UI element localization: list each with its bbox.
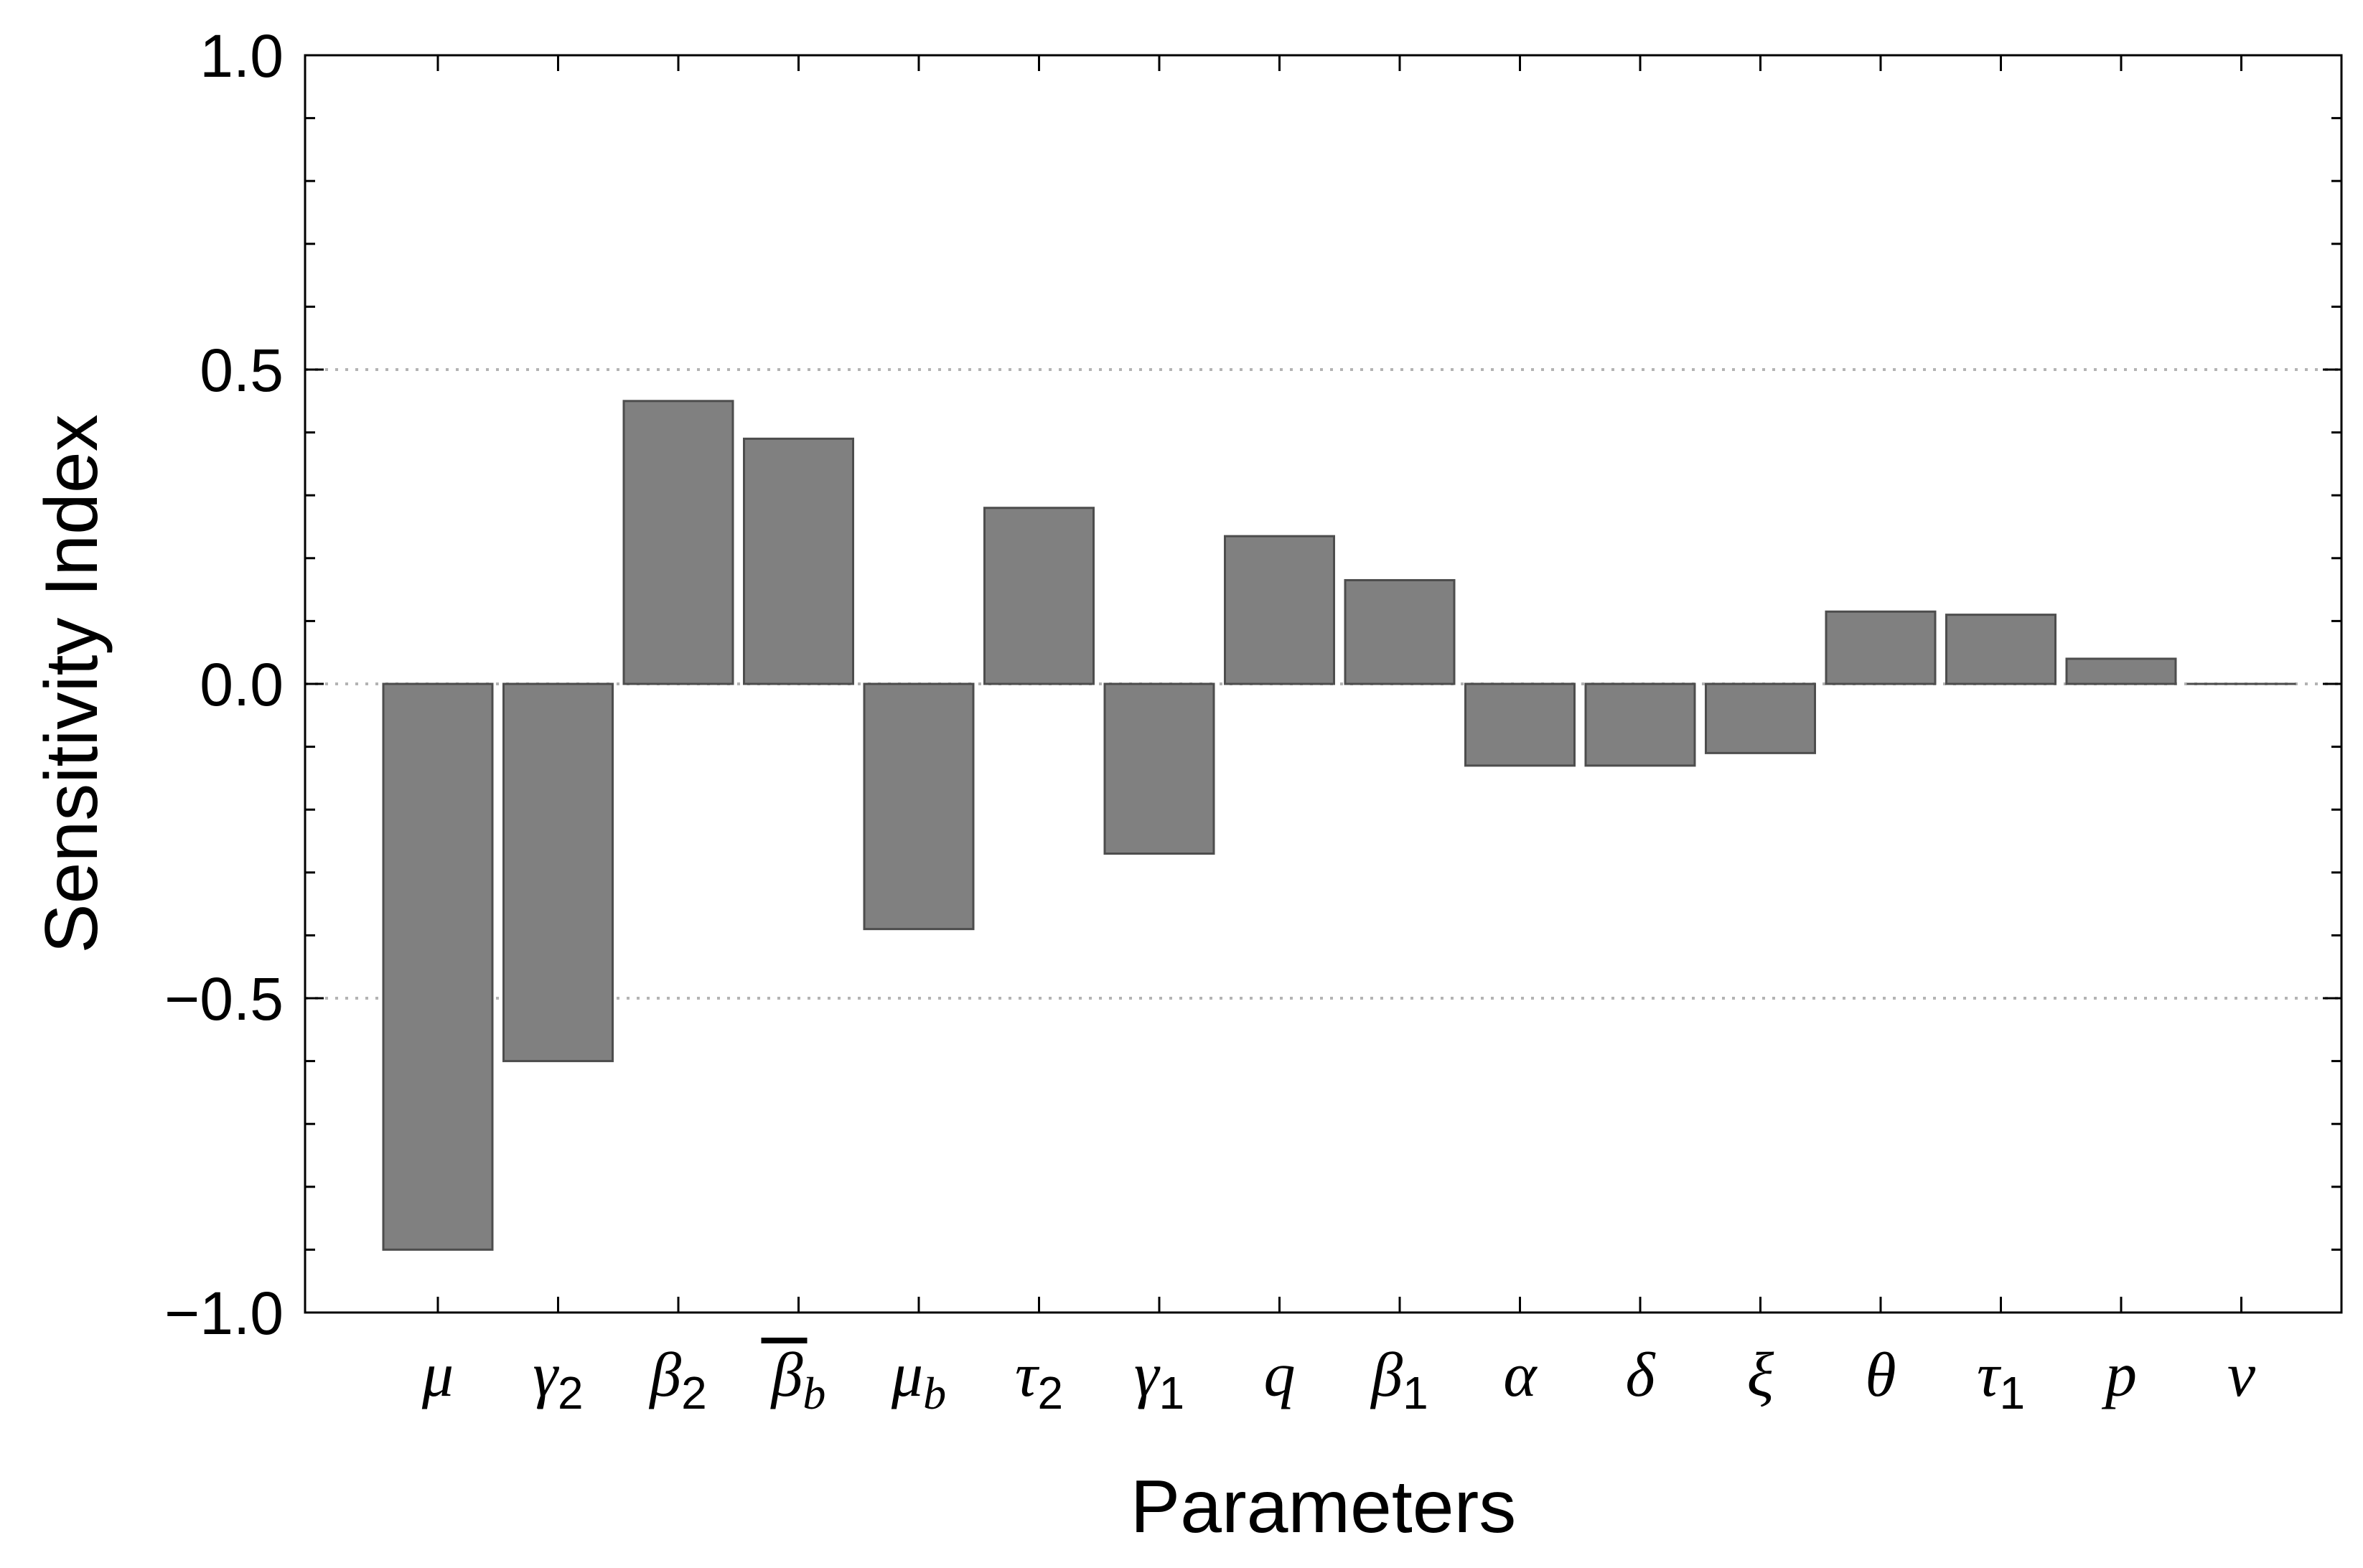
category-text: β1 bbox=[1370, 1341, 1428, 1419]
x-category-label: α bbox=[1503, 1341, 1538, 1410]
bar bbox=[1103, 682, 1215, 855]
x-category-label: βb bbox=[761, 1338, 826, 1419]
x-category-labels: μ γ2 β2 βb μb τ2 γ1 q β1 α δ ξ θ τ1 p ν bbox=[421, 1338, 2256, 1419]
category-text: β2 bbox=[648, 1341, 706, 1419]
category-text: θ bbox=[1865, 1341, 1896, 1410]
category-text: α bbox=[1503, 1341, 1538, 1410]
category-text: ν bbox=[2227, 1341, 2256, 1410]
x-category-label: θ bbox=[1865, 1341, 1896, 1410]
category-text: γ1 bbox=[1134, 1341, 1184, 1419]
x-category-label: p bbox=[2101, 1341, 2137, 1410]
x-category-label: γ2 bbox=[533, 1341, 583, 1419]
x-category-label: μ bbox=[421, 1341, 454, 1410]
category-text: q bbox=[1264, 1341, 1296, 1410]
category-text: βb bbox=[770, 1341, 826, 1419]
y-tick-labels: −1.0 −0.5 0.0 0.5 1.0 bbox=[164, 22, 284, 1347]
bar bbox=[1344, 578, 1456, 685]
x-category-label: ν bbox=[2227, 1341, 2256, 1410]
category-text: γ2 bbox=[533, 1341, 583, 1419]
x-category-label: τ1 bbox=[1977, 1341, 2025, 1419]
bar bbox=[502, 682, 614, 1063]
axis-ticks bbox=[305, 54, 2341, 1314]
x-axis-title: Parameters bbox=[1131, 1465, 1517, 1549]
bars bbox=[382, 400, 2296, 1251]
category-text: μb bbox=[891, 1341, 946, 1419]
bar bbox=[1584, 682, 1696, 767]
y-tick-label: −1.0 bbox=[164, 1280, 284, 1347]
category-text: ξ bbox=[1747, 1341, 1774, 1410]
x-category-label: q bbox=[1264, 1341, 1296, 1410]
x-category-label: τ2 bbox=[1015, 1341, 1063, 1419]
bar bbox=[622, 400, 734, 685]
x-category-label: μb bbox=[891, 1341, 946, 1419]
category-text: τ1 bbox=[1977, 1341, 2025, 1419]
bar bbox=[1825, 610, 1937, 685]
bar bbox=[1945, 614, 2056, 685]
y-tick-label: −0.5 bbox=[164, 965, 284, 1033]
bar bbox=[382, 682, 494, 1251]
y-axis-title: Sensitivity Index bbox=[30, 414, 113, 953]
bar bbox=[983, 507, 1095, 685]
bar bbox=[1464, 682, 1576, 767]
bar bbox=[743, 437, 854, 685]
x-category-label: δ bbox=[1626, 1341, 1657, 1410]
bar bbox=[1705, 682, 1816, 754]
category-text: δ bbox=[1626, 1341, 1657, 1410]
x-category-label: β2 bbox=[648, 1341, 706, 1419]
category-text: μ bbox=[421, 1341, 454, 1410]
x-category-label: ξ bbox=[1747, 1341, 1774, 1410]
bar bbox=[1224, 535, 1335, 685]
x-category-label: β1 bbox=[1370, 1341, 1428, 1419]
category-text: τ2 bbox=[1015, 1341, 1063, 1419]
y-tick-label: 0.5 bbox=[200, 337, 284, 404]
x-category-label: γ1 bbox=[1134, 1341, 1184, 1419]
y-tick-label: 0.0 bbox=[200, 651, 284, 718]
bar bbox=[863, 682, 975, 931]
bar bbox=[2065, 657, 2177, 685]
category-text: p bbox=[2101, 1341, 2137, 1410]
y-tick-label: 1.0 bbox=[200, 22, 284, 90]
